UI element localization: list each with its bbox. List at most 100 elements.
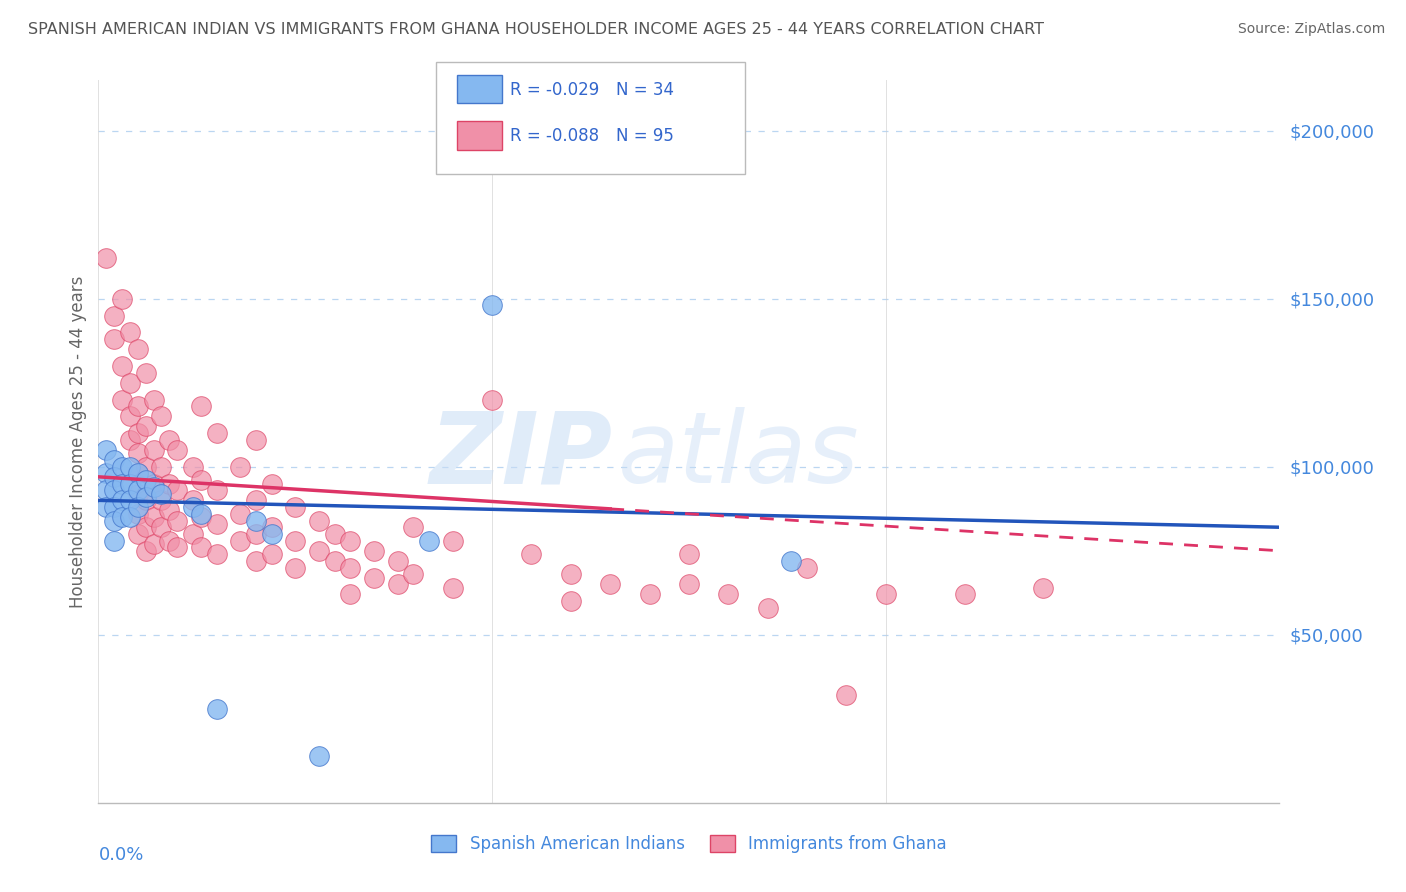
Point <box>103 483 125 498</box>
Point <box>127 467 149 481</box>
Point <box>103 470 125 484</box>
Point <box>284 533 307 548</box>
Point <box>205 426 228 441</box>
Point <box>717 587 740 601</box>
Text: ZIP: ZIP <box>429 408 612 505</box>
Point <box>157 533 180 548</box>
Point <box>229 459 252 474</box>
Point <box>339 560 361 574</box>
Legend: Spanish American Indians, Immigrants from Ghana: Spanish American Indians, Immigrants fro… <box>425 828 953 860</box>
Point <box>780 554 803 568</box>
Point <box>481 298 503 312</box>
Point <box>260 476 283 491</box>
Point <box>245 433 267 447</box>
Point <box>111 359 134 373</box>
Point <box>166 483 188 498</box>
Point <box>166 442 188 457</box>
Point <box>190 510 212 524</box>
Point <box>103 533 125 548</box>
Point <box>284 560 307 574</box>
Point <box>150 409 173 424</box>
Point <box>111 459 134 474</box>
Point <box>190 473 212 487</box>
Point <box>150 493 173 508</box>
Point <box>387 577 409 591</box>
Point <box>135 459 157 474</box>
Point <box>96 442 118 457</box>
Point <box>142 442 165 457</box>
Point <box>127 500 149 514</box>
Point <box>190 541 212 555</box>
Point <box>260 547 283 561</box>
Point <box>308 748 330 763</box>
Point <box>190 507 212 521</box>
Point <box>181 459 204 474</box>
Point <box>157 476 180 491</box>
Point <box>260 520 283 534</box>
Point <box>599 577 621 591</box>
Point <box>245 493 267 508</box>
Point <box>387 554 409 568</box>
Point <box>205 516 228 531</box>
Point <box>481 392 503 407</box>
Point <box>118 493 141 508</box>
Point <box>363 543 385 558</box>
Point <box>135 366 157 380</box>
Point <box>560 567 582 582</box>
Text: SPANISH AMERICAN INDIAN VS IMMIGRANTS FROM GHANA HOUSEHOLDER INCOME AGES 25 - 44: SPANISH AMERICAN INDIAN VS IMMIGRANTS FR… <box>28 22 1045 37</box>
Point <box>181 493 204 508</box>
Point <box>127 486 149 500</box>
Point <box>190 399 212 413</box>
Point <box>953 587 976 601</box>
Point <box>118 376 141 390</box>
Text: N = 34: N = 34 <box>616 81 673 99</box>
Point <box>142 537 165 551</box>
Point <box>402 520 425 534</box>
Point <box>127 527 149 541</box>
Point <box>127 426 149 441</box>
Point <box>150 486 173 500</box>
Point <box>560 594 582 608</box>
Text: atlas: atlas <box>619 408 859 505</box>
Point <box>96 483 118 498</box>
Point <box>135 473 157 487</box>
Point <box>96 500 118 514</box>
Point <box>875 587 897 601</box>
Point <box>229 507 252 521</box>
Point <box>127 507 149 521</box>
Point <box>96 467 118 481</box>
Point <box>166 541 188 555</box>
Point <box>1032 581 1054 595</box>
Point <box>135 490 157 504</box>
Text: R = -0.088: R = -0.088 <box>510 128 599 145</box>
Point <box>157 503 180 517</box>
Point <box>142 476 165 491</box>
Point <box>103 500 125 514</box>
Point <box>323 527 346 541</box>
Point <box>127 342 149 356</box>
Point <box>402 567 425 582</box>
Point <box>135 419 157 434</box>
Point <box>118 326 141 340</box>
Point <box>142 392 165 407</box>
Text: 0.0%: 0.0% <box>98 847 143 864</box>
Point <box>127 446 149 460</box>
Point <box>150 520 173 534</box>
Point <box>142 510 165 524</box>
Point <box>205 547 228 561</box>
Point <box>103 453 125 467</box>
Point <box>363 571 385 585</box>
Point <box>205 483 228 498</box>
Point <box>678 577 700 591</box>
Point <box>111 493 134 508</box>
Point <box>96 252 118 266</box>
Point <box>245 527 267 541</box>
Point <box>103 514 125 528</box>
Point <box>111 392 134 407</box>
Point <box>103 332 125 346</box>
Point <box>181 500 204 514</box>
Point <box>135 493 157 508</box>
Point <box>118 476 141 491</box>
Point <box>127 467 149 481</box>
Point <box>150 459 173 474</box>
